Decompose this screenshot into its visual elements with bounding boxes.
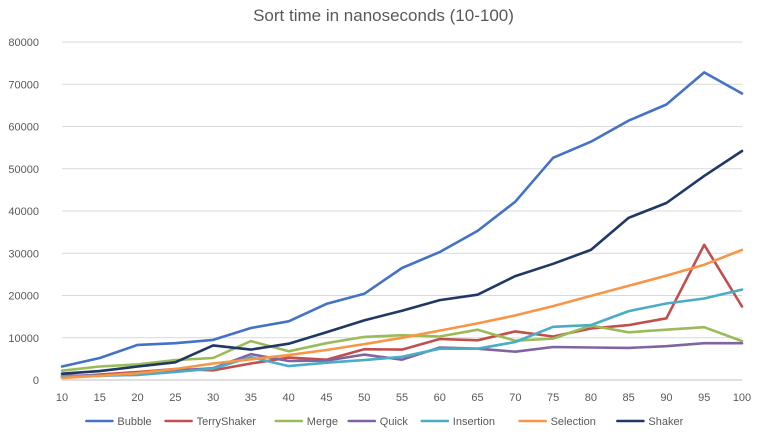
x-tick-label: 40 [283, 392, 295, 404]
series-line-merge [60, 324, 744, 373]
x-tick-label: 25 [169, 392, 181, 404]
x-tick-label: 85 [623, 392, 635, 404]
series-line-shaker [60, 149, 744, 376]
x-tick-label: 75 [547, 392, 559, 404]
x-tick-label: 80 [585, 392, 597, 404]
y-tick-label: 40000 [8, 206, 39, 218]
y-tick-label: 50000 [8, 164, 39, 176]
chart-title: Sort time in nanoseconds (10-100) [253, 6, 514, 25]
legend-label: Merge [307, 416, 338, 428]
x-tick-label: 15 [94, 392, 106, 404]
y-tick-label: 10000 [8, 333, 39, 345]
y-tick-label: 80000 [8, 37, 39, 49]
legend-label: Bubble [117, 416, 151, 428]
x-tick-label: 100 [733, 392, 751, 404]
series-line-bubble [60, 71, 744, 368]
x-tick-label: 60 [434, 392, 446, 404]
x-tick-label: 45 [320, 392, 332, 404]
legend-label: Insertion [453, 416, 495, 428]
legend-label: Selection [551, 416, 596, 428]
x-tick-label: 90 [660, 392, 672, 404]
y-tick-label: 30000 [8, 248, 39, 260]
x-tick-label: 50 [358, 392, 370, 404]
legend-label: TerryShaker [197, 416, 257, 428]
y-tick-label: 70000 [8, 79, 39, 91]
legend-label: Quick [380, 416, 409, 428]
x-tick-label: 55 [396, 392, 408, 404]
x-tick-label: 65 [471, 392, 483, 404]
y-tick-label: 0 [33, 375, 39, 387]
y-tick-label: 20000 [8, 291, 39, 303]
series-line-selection [60, 248, 744, 380]
x-tick-label: 35 [245, 392, 257, 404]
x-tick-label: 20 [131, 392, 143, 404]
y-tick-label: 60000 [8, 122, 39, 134]
x-tick-label: 30 [207, 392, 219, 404]
legend-label: Shaker [648, 416, 683, 428]
series-line-insertion [60, 288, 744, 378]
x-tick-label: 70 [509, 392, 521, 404]
x-tick-label: 95 [698, 392, 710, 404]
x-tick-label: 10 [56, 392, 68, 404]
